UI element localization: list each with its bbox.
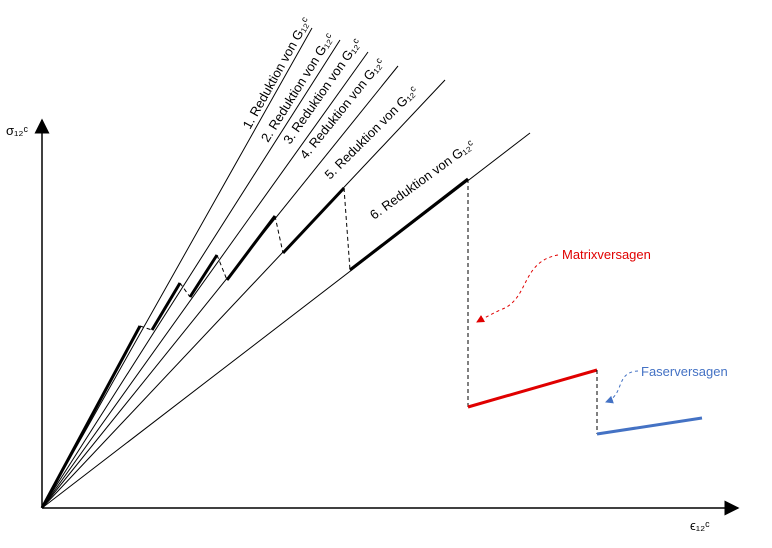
y-axis-label: σ₁₂ᶜ <box>6 123 28 138</box>
reduction-label: 5. Reduktion von G₁₂ᶜ <box>322 83 422 183</box>
reduction-label: 6. Reduktion von G₁₂ᶜ <box>367 136 478 222</box>
fiber-label: Faserversagen <box>641 364 728 379</box>
fiber-arrow <box>605 370 639 404</box>
stiffness-lines <box>41 27 531 509</box>
matrix-label: Matrixversagen <box>562 247 651 262</box>
stress-path <box>40 177 703 509</box>
x-axis-label: ϵ₁₂ᶜ <box>690 518 710 533</box>
matrix-arrow <box>476 254 559 323</box>
